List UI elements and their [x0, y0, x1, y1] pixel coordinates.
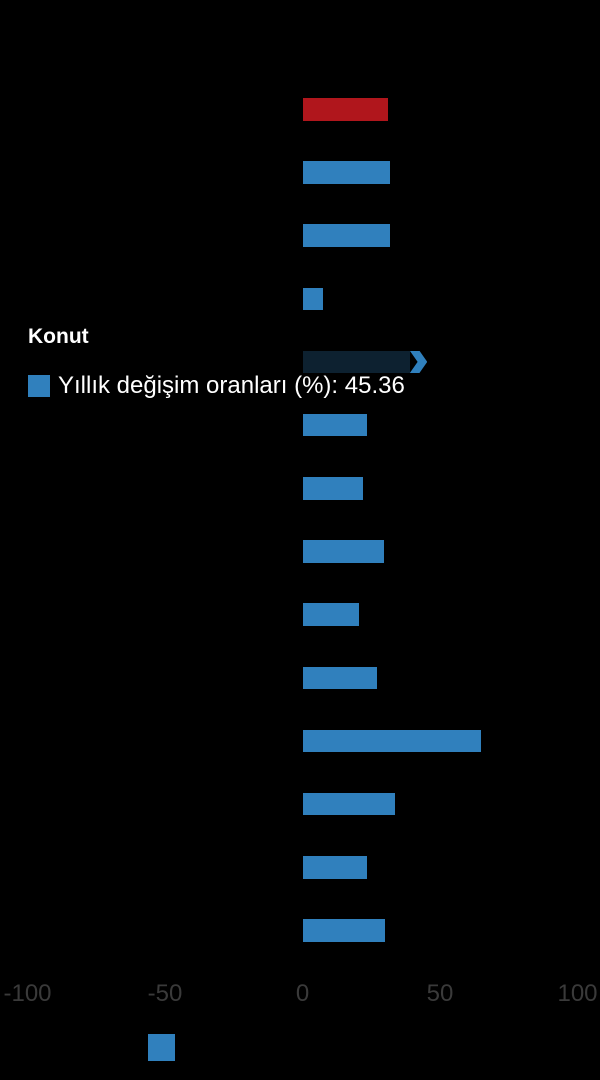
- bar[interactable]: [302, 161, 390, 184]
- bar[interactable]: [302, 666, 377, 690]
- legend-marker-icon[interactable]: [148, 1034, 175, 1061]
- x-axis-label: -100: [3, 980, 52, 1007]
- tooltip-title: Konut: [28, 325, 89, 348]
- tooltip-series-text: Yıllık değişim oranları (%): 45.36: [58, 372, 405, 399]
- bar[interactable]: [302, 919, 385, 942]
- bar[interactable]: [302, 792, 395, 816]
- x-axis-label: 0: [295, 980, 310, 1007]
- bar[interactable]: [302, 540, 384, 563]
- bar[interactable]: [302, 98, 389, 121]
- bar[interactable]: [302, 603, 359, 626]
- bar[interactable]: [302, 413, 368, 437]
- x-axis-label: 100: [557, 980, 598, 1007]
- bar[interactable]: [302, 729, 481, 753]
- legend[interactable]: [148, 1034, 175, 1061]
- bar[interactable]: [302, 224, 390, 247]
- tooltip-series-marker-icon: [28, 375, 50, 397]
- bar[interactable]: [302, 856, 368, 879]
- x-axis-label: -50: [147, 980, 183, 1007]
- x-axis-label: 50: [426, 980, 454, 1007]
- bar-hovered-chevron-icon[interactable]: [409, 350, 428, 374]
- bar[interactable]: [302, 477, 363, 500]
- tooltip-series-row: Yıllık değişim oranları (%): 45.36: [28, 371, 405, 401]
- bar-hovered[interactable]: [302, 350, 410, 374]
- bar[interactable]: [302, 287, 324, 310]
